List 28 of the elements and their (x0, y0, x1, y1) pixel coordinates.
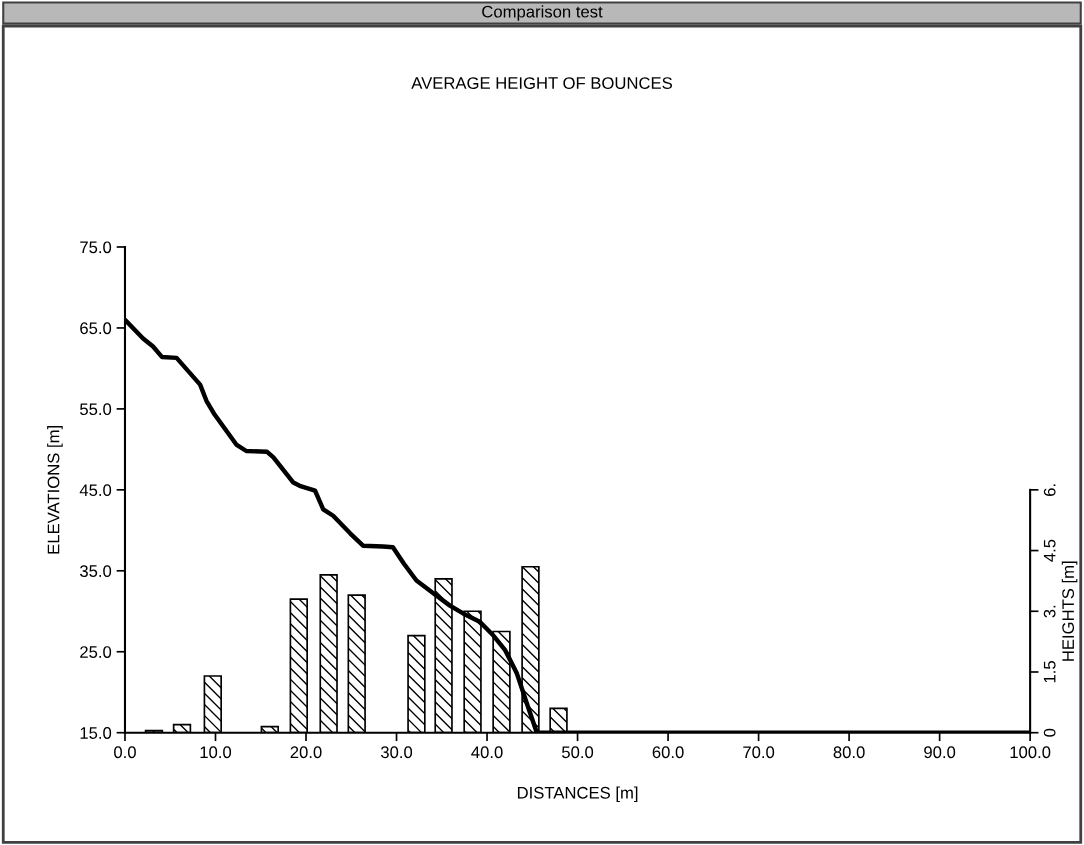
y2-tick-label: 1.5 (1043, 661, 1056, 683)
chart-subtitle: AVERAGE HEIGHT OF BOUNCES (411, 77, 672, 89)
x-tick-label: 40.0 (471, 746, 503, 759)
x-tick-label: 0.0 (114, 746, 136, 759)
x-tick-label: 70.0 (743, 746, 775, 759)
y2-tick-label: 4.5 (1043, 539, 1056, 562)
y-tick-label: 55.0 (80, 403, 112, 416)
x-tick-label: 60.0 (652, 746, 684, 759)
y-tick-label: 35.0 (79, 565, 112, 577)
y-tick-label: 15.0 (80, 727, 112, 739)
x-tick-label: 90.0 (924, 746, 956, 759)
chart-title: Comparison test (482, 5, 603, 21)
y2-tick-label: 6. (1043, 484, 1056, 496)
y-tick-label: 25.0 (80, 646, 112, 658)
x-tick-label: 30.0 (380, 746, 413, 759)
y-tick-label: 65.0 (80, 322, 112, 335)
y2-tick-label: 0 (1043, 728, 1056, 737)
y2-axis-title: HEIGHTS [m] (1061, 561, 1078, 661)
y-tick-label: 45.0 (79, 484, 112, 497)
x-tick-label: 50.0 (562, 746, 594, 759)
y2-tick-label: 3. (1043, 605, 1056, 618)
x-tick-label: 80.0 (833, 746, 865, 759)
x-tick-label: 10.0 (200, 746, 232, 759)
x-tick-label: 100.0 (1010, 746, 1051, 759)
x-axis-title: DISTANCES [m] (517, 786, 638, 802)
x-tick-label: 20.0 (290, 746, 322, 759)
y-tick-label: 75.0 (80, 241, 112, 254)
y-axis-title: ELEVATIONS [m] (47, 426, 63, 554)
